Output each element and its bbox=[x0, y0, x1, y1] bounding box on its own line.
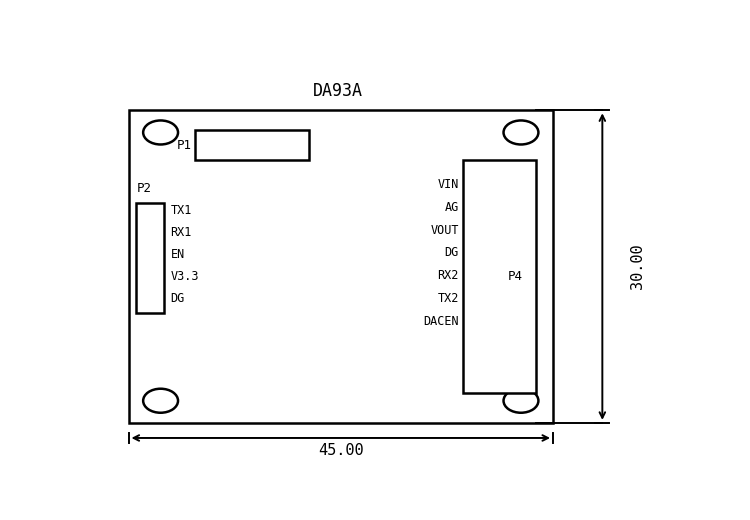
Text: V3.3: V3.3 bbox=[170, 270, 199, 283]
Text: RX1: RX1 bbox=[170, 226, 192, 239]
Bar bbox=[129, 110, 553, 423]
Text: TX1: TX1 bbox=[170, 204, 192, 217]
Text: TX2: TX2 bbox=[437, 292, 459, 305]
Text: DA93A: DA93A bbox=[313, 83, 363, 100]
Text: EN: EN bbox=[170, 248, 184, 261]
Text: P2: P2 bbox=[136, 183, 152, 196]
Bar bbox=[196, 131, 309, 161]
Text: RX2: RX2 bbox=[437, 269, 459, 282]
Text: VOUT: VOUT bbox=[430, 224, 459, 237]
Text: DG: DG bbox=[445, 246, 459, 259]
Text: P1: P1 bbox=[176, 139, 191, 152]
Text: VIN: VIN bbox=[437, 178, 459, 191]
Text: DG: DG bbox=[170, 292, 184, 305]
Text: P4: P4 bbox=[508, 270, 523, 283]
Text: 45.00: 45.00 bbox=[318, 443, 364, 458]
Text: 30.00: 30.00 bbox=[630, 244, 645, 290]
Bar bbox=[136, 202, 164, 313]
Text: AG: AG bbox=[445, 201, 459, 214]
Bar bbox=[463, 161, 536, 393]
Text: DACEN: DACEN bbox=[423, 315, 459, 328]
